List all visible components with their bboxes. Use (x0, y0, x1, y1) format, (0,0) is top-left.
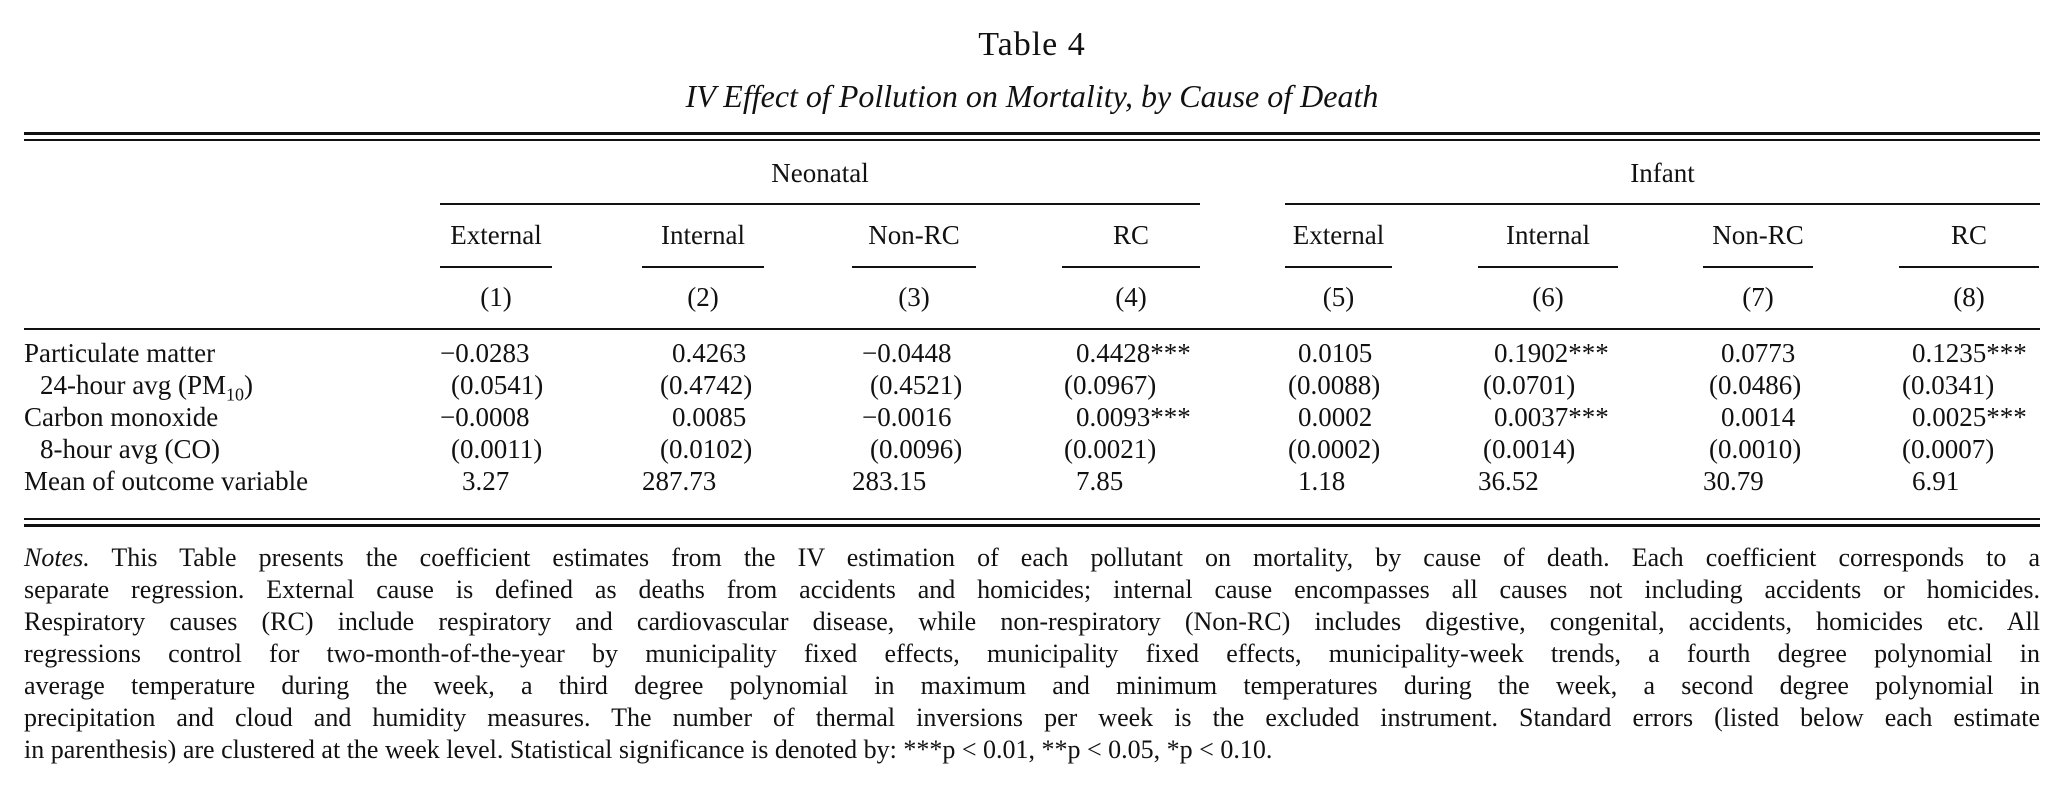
notes-line: Respiratory causes (RC) include respirat… (24, 607, 2040, 636)
table-cell: (0.0541) (451, 370, 544, 400)
column-number-3: (3) (898, 282, 930, 312)
group-header-infant: Infant (1630, 158, 1695, 188)
table-cell: (0.0967) (1064, 370, 1157, 400)
table-cell: 0.0025*** (1912, 402, 2027, 432)
table-cell: −0.0283 (440, 338, 530, 368)
table-cell: −0.0008 (440, 402, 530, 432)
column-header-8: RC (1950, 220, 1988, 250)
table-subtitle: IV Effect of Pollution on Mortality, by … (685, 78, 1379, 114)
table-cell: 7.85 (1076, 466, 1124, 496)
table-cell: 0.0037*** (1494, 402, 1609, 432)
table-cell: (0.0341) (1902, 370, 1995, 400)
notes-line: regressions control for two-month-of-the… (24, 639, 2040, 668)
table-cell: (0.0701) (1483, 370, 1576, 400)
column-line-3 (852, 266, 976, 268)
column-header-6: Internal (1506, 220, 1590, 250)
notes-label: Notes. (24, 543, 90, 572)
table-cell: 6.91 (1912, 466, 1960, 496)
table-cell: (0.0011) (451, 434, 543, 464)
table-cell: (0.0088) (1288, 370, 1381, 400)
table-cell: (0.0014) (1483, 434, 1576, 464)
column-line-4 (1062, 266, 1200, 268)
group-line-infant (1285, 203, 2040, 205)
table-cell: 0.0085 (672, 402, 747, 432)
column-header-1: External (450, 220, 542, 250)
column-number-6: (6) (1532, 282, 1564, 312)
row-label-pm10-text: 24-hour avg (PM (40, 370, 226, 400)
table-cell: 0.0093*** (1076, 402, 1191, 432)
bottom-rule-thick (24, 524, 2040, 527)
table-cell: 0.0773 (1721, 338, 1796, 368)
column-header-5: External (1292, 220, 1385, 250)
table-cell: (0.0102) (660, 434, 753, 464)
column-number-2: (2) (687, 282, 719, 312)
notes-line: precipitation and cloud and humidity mea… (24, 703, 2040, 732)
bottom-rule-thin (24, 518, 2040, 520)
table-cell: (0.0486) (1709, 370, 1802, 400)
table-cell: 36.52 (1478, 466, 1539, 496)
row-label-mean-outcome: Mean of outcome variable (24, 466, 309, 496)
table-title: Table 4 (978, 26, 1086, 63)
top-rule-thick (24, 132, 2040, 135)
table-cell: 283.15 (852, 466, 927, 496)
column-line-7 (1703, 266, 1813, 268)
column-number-7: (7) (1742, 282, 1774, 312)
header-rule (24, 328, 2040, 330)
notes-line: Notes. This Table presents the coefficie… (24, 542, 2040, 574)
table-cell: −0.0016 (862, 402, 952, 432)
row-label-co: 8-hour avg (CO) (40, 434, 220, 464)
column-line-5 (1285, 266, 1392, 268)
group-line-neonatal (440, 203, 1200, 205)
row-label-carbon-monoxide: Carbon monoxide (24, 402, 219, 432)
table-cell: −0.0448 (862, 338, 952, 368)
notes-line: average temperature during the week, a t… (24, 671, 2040, 700)
column-header-4: RC (1112, 220, 1150, 250)
table-cell: (0.0096) (870, 434, 963, 464)
table-cell: 287.73 (642, 466, 717, 496)
table-cell: 0.0014 (1721, 402, 1796, 432)
column-header-7: Non-RC (1712, 220, 1804, 250)
table-cell: 0.0105 (1298, 338, 1373, 368)
column-header-2: Internal (661, 220, 745, 250)
top-rule-thin (24, 139, 2040, 141)
column-line-8 (1899, 266, 2039, 268)
table-cell: 3.27 (462, 466, 510, 496)
column-line-2 (642, 266, 764, 268)
column-line-1 (440, 266, 552, 268)
row-label-particulate-matter: Particulate matter (24, 338, 216, 368)
table-cell: 0.4428*** (1076, 338, 1191, 368)
table-cell: (0.0007) (1902, 434, 1995, 464)
table-cell: (0.0021) (1064, 434, 1157, 464)
column-number-8: (8) (1953, 282, 1985, 312)
row-label-pm10: 24-hour avg (PM10) (40, 370, 253, 405)
table-cell: 0.0002 (1298, 402, 1373, 432)
table-cell: 1.18 (1298, 466, 1346, 496)
notes-line: in parenthesis) are clustered at the wee… (24, 735, 1273, 764)
notes-line-text: This Table presents the coefficient esti… (89, 543, 2040, 572)
table-cell: 0.4263 (672, 338, 747, 368)
column-number-4: (4) (1115, 282, 1147, 312)
row-label-pm10-subscript: 10 (225, 384, 244, 405)
column-header-3: Non-RC (868, 220, 960, 250)
table-cell: 0.1235*** (1912, 338, 2027, 368)
table-cell: 0.1902*** (1494, 338, 1609, 368)
column-number-1: (1) (480, 282, 512, 312)
column-line-6 (1478, 266, 1618, 268)
table-cell: (0.4742) (660, 370, 753, 400)
row-label-pm10-close: ) (243, 370, 253, 400)
table-cell: (0.0002) (1288, 434, 1381, 464)
table-notes: Notes. This Table presents the coefficie… (24, 542, 2040, 766)
column-number-5: (5) (1322, 282, 1355, 312)
table-cell: 30.79 (1703, 466, 1764, 496)
table-cell: (0.0010) (1709, 434, 1802, 464)
notes-line: separate regression. External cause is d… (24, 575, 2040, 604)
table-cell: (0.4521) (870, 370, 963, 400)
group-header-neonatal: Neonatal (771, 158, 869, 188)
